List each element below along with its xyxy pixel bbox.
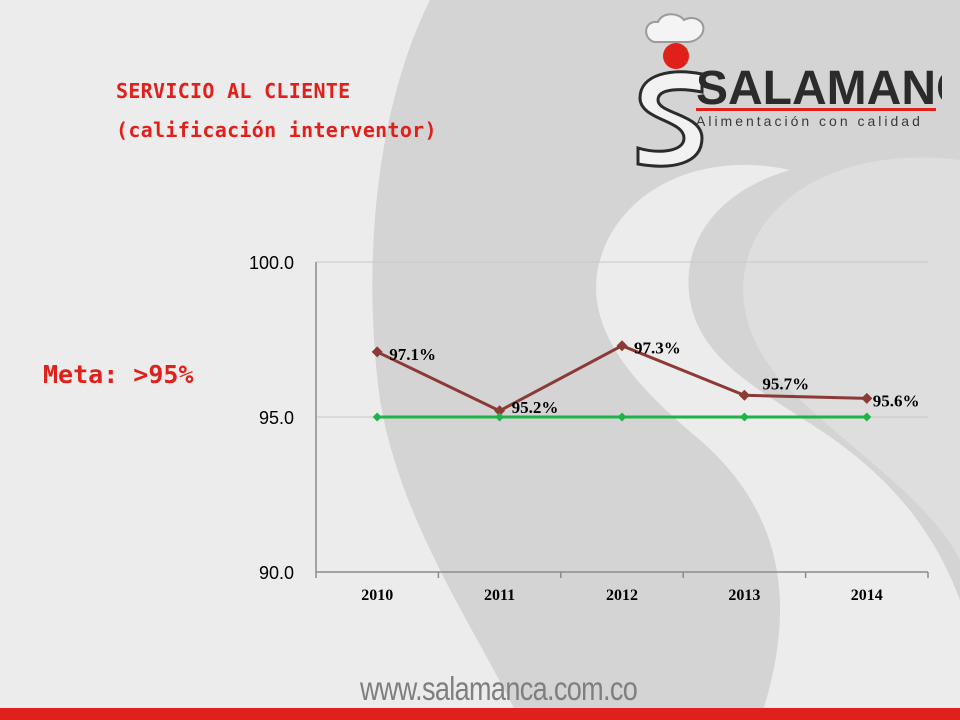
s-letter-icon: [636, 70, 704, 168]
website-url: www.salamanca.com.co: [360, 670, 638, 707]
x-tick-label: 2010: [361, 587, 393, 604]
y-tick-label: 90.0: [259, 563, 294, 583]
slide-subtitle: (calificación interventor): [116, 118, 437, 142]
data-point: [862, 412, 872, 422]
data-point: [739, 412, 749, 422]
chef-hat-icon: [645, 13, 705, 43]
data-point: [495, 412, 505, 422]
data-point: [372, 412, 382, 422]
data-label: 97.1%: [389, 345, 436, 364]
goal-label: Meta: >95%: [43, 360, 194, 389]
x-tick-label: 2012: [606, 587, 638, 604]
data-point: [371, 346, 383, 358]
x-tick-label: 2013: [728, 587, 760, 604]
data-point: [861, 392, 873, 404]
data-point: [494, 405, 506, 417]
data-point: [738, 389, 750, 401]
data-point: [616, 340, 628, 352]
slide-title: SERVICIO AL CLIENTE: [116, 79, 351, 103]
y-tick-label: 95.0: [259, 408, 294, 428]
brand-tagline: Alimentación con calidad: [696, 113, 923, 129]
data-label: 95.6%: [873, 391, 920, 410]
data-label: 97.3%: [634, 339, 681, 358]
data-point: [617, 412, 627, 422]
y-tick-label: 100.0: [249, 253, 294, 273]
data-label: 95.2%: [512, 398, 559, 417]
x-tick-label: 2014: [851, 587, 883, 604]
salamanca-logo: SALAMANCA Alimentación con calidad: [636, 13, 942, 168]
brand-name: SALAMANCA: [696, 62, 942, 115]
tomato-icon: [663, 43, 689, 69]
x-tick-label: 2011: [484, 587, 515, 604]
footer-bar: [0, 708, 960, 720]
data-label: 95.7%: [762, 374, 809, 393]
